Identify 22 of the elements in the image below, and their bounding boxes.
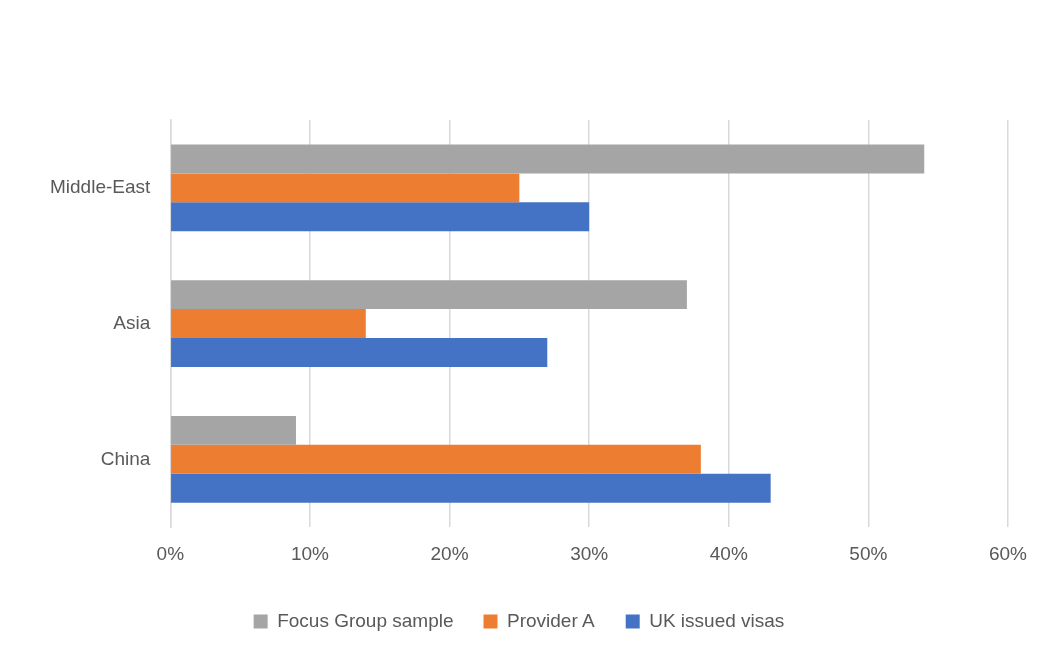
bar [171, 338, 548, 368]
x-tick-label: 0% [156, 542, 185, 564]
bar [171, 309, 366, 339]
bar [171, 473, 771, 503]
x-tick-label: 50% [849, 542, 888, 564]
y-tick-label: Asia [113, 311, 151, 333]
x-tick-label: 40% [709, 542, 748, 564]
bar [171, 444, 701, 474]
y-tick-label: Middle-East [49, 176, 152, 198]
x-tick-label: 60% [988, 542, 1028, 564]
x-tick-label: 30% [570, 542, 609, 564]
x-tick-label: 10% [290, 542, 330, 564]
legend-label: Provider A [507, 609, 595, 631]
legend-label: Focus Group sample [277, 609, 454, 631]
y-tick-label: China [100, 447, 151, 469]
bar [171, 280, 687, 310]
bar [171, 173, 520, 203]
bar [171, 202, 590, 232]
bar [171, 415, 296, 445]
bar [171, 144, 925, 174]
x-tick-label: 20% [430, 542, 469, 564]
legend-label: UK issued visas [649, 609, 785, 631]
